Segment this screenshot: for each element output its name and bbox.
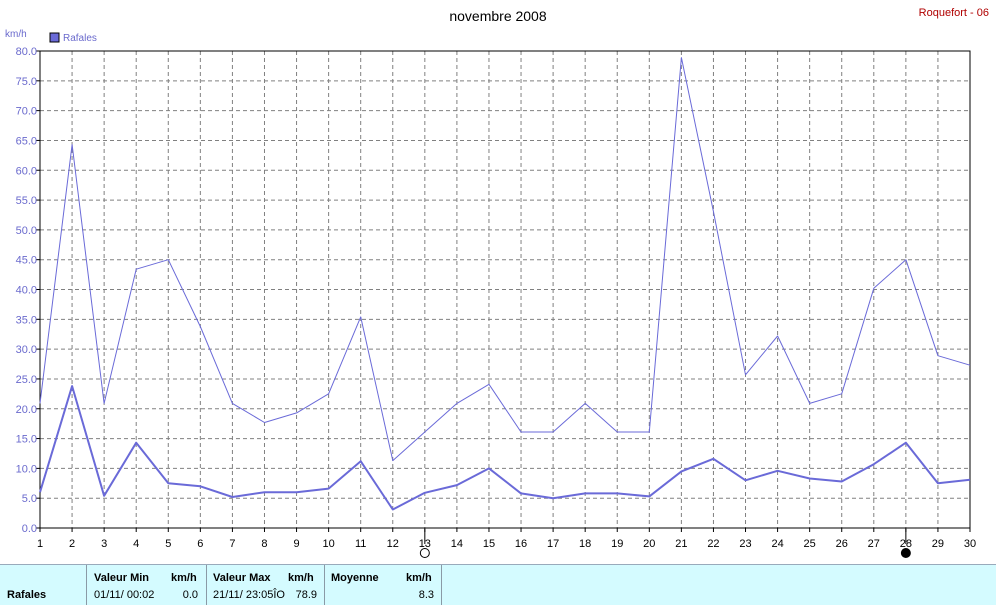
x-tick-label: 19	[611, 538, 623, 550]
x-tick-label: 12	[387, 538, 399, 550]
y-tick-label: 30.0	[16, 344, 37, 356]
chart-title: novembre 2008	[449, 8, 547, 24]
min-header: Valeur Min	[94, 572, 150, 584]
y-tick-label: 5.0	[22, 493, 37, 505]
max-date: 21/11/ 23:05ÎO	[213, 589, 285, 601]
chart: novembre 2008 Roquefort - 06 km/h Rafale…	[5, 7, 989, 558]
series-group	[39, 57, 971, 511]
x-tick-label: 17	[547, 538, 559, 550]
y-tick-label: 50.0	[16, 225, 37, 237]
x-tick-label: 5	[165, 538, 171, 550]
x-tick-label: 23	[739, 538, 751, 550]
stats-row-header: Rafales	[0, 565, 86, 605]
mean-value: 8.3	[418, 589, 434, 601]
full-moon-icon	[419, 548, 430, 558]
y-tick-label: 70.0	[16, 106, 37, 118]
stats-mean: Moyenne km/h 8.3	[324, 565, 442, 605]
legend-swatch	[49, 32, 60, 43]
x-tick-label: 7	[229, 538, 235, 550]
x-tick-label: 3	[101, 538, 107, 550]
y-tick-label: 20.0	[16, 404, 37, 416]
y-tick-label: 80.0	[16, 46, 37, 58]
stats-row-label: Rafales	[7, 589, 47, 601]
x-tick-label: 24	[771, 538, 783, 550]
x-tick-label: 30	[964, 538, 976, 550]
series-line-max	[39, 57, 971, 462]
x-tick-label: 21	[675, 538, 687, 550]
x-tick-label: 6	[197, 538, 203, 550]
x-tick-label: 16	[515, 538, 527, 550]
y-tick-label: 10.0	[16, 463, 37, 475]
y-tick-label: 60.0	[16, 165, 37, 177]
x-tick-label: 10	[322, 538, 334, 550]
mean-header: Moyenne	[331, 572, 379, 584]
y-tick-label: 15.0	[16, 434, 37, 446]
max-value: 78.9	[295, 589, 317, 601]
x-tick-label: 26	[836, 538, 848, 550]
x-tick-label: 20	[643, 538, 655, 550]
moon-phases	[419, 529, 911, 558]
max-header: Valeur Max	[213, 572, 271, 584]
x-tick-label: 4	[133, 538, 139, 550]
y-tick-label: 0.0	[22, 523, 37, 535]
x-tick-label: 11	[355, 538, 366, 550]
min-value: 0.0	[182, 589, 198, 601]
legend-label: Rafales	[63, 33, 97, 44]
x-tick-label: 18	[579, 538, 591, 550]
y-axis: 0.0 5.0 10.0 15.0 20.0 25.0 30.0 35.0 40.0 45.0 50…	[16, 46, 40, 535]
mean-unit: km/h	[406, 572, 432, 584]
x-tick-label: 1	[37, 538, 43, 550]
y-tick-label: 35.0	[16, 314, 37, 326]
new-moon-icon	[900, 548, 911, 558]
x-tick-label: 8	[261, 538, 267, 550]
x-tick-label: 29	[932, 538, 944, 550]
x-tick-label: 9	[293, 538, 299, 550]
y-tick-label: 25.0	[16, 374, 37, 386]
x-tick-label: 2	[69, 538, 75, 550]
y-tick-label: 75.0	[16, 76, 37, 88]
y-tick-label: 65.0	[16, 135, 37, 147]
x-tick-label: 15	[483, 538, 495, 550]
y-tick-label: 40.0	[16, 285, 37, 297]
x-tick-label: 14	[451, 538, 463, 550]
x-tick-label: 22	[707, 538, 719, 550]
stats-max: Valeur Max km/h 21/11/ 23:05ÎO 78.9	[206, 565, 324, 605]
y-tick-label: 45.0	[16, 255, 37, 267]
y-axis-unit: km/h	[5, 29, 27, 40]
grid	[40, 51, 970, 528]
series-line-mean	[39, 385, 971, 511]
x-axis: 1 2 3 4 5 6 7 8 9 10 11 12 13 14 15 16 17 18 19 20 21 22 23 24 2…	[37, 528, 976, 550]
y-tick-label: 55.0	[16, 195, 37, 207]
x-tick-label: 25	[804, 538, 816, 550]
stats-footer: Rafales Valeur Min km/h 01/11/ 00:02 0.0…	[0, 564, 996, 605]
max-unit: km/h	[288, 572, 314, 584]
x-tick-label: 27	[868, 538, 880, 550]
min-unit: km/h	[171, 572, 197, 584]
station-name: Roquefort - 06	[919, 7, 989, 19]
min-date: 01/11/ 00:02	[94, 589, 155, 601]
stats-min: Valeur Min km/h 01/11/ 00:02 0.0	[86, 565, 206, 605]
